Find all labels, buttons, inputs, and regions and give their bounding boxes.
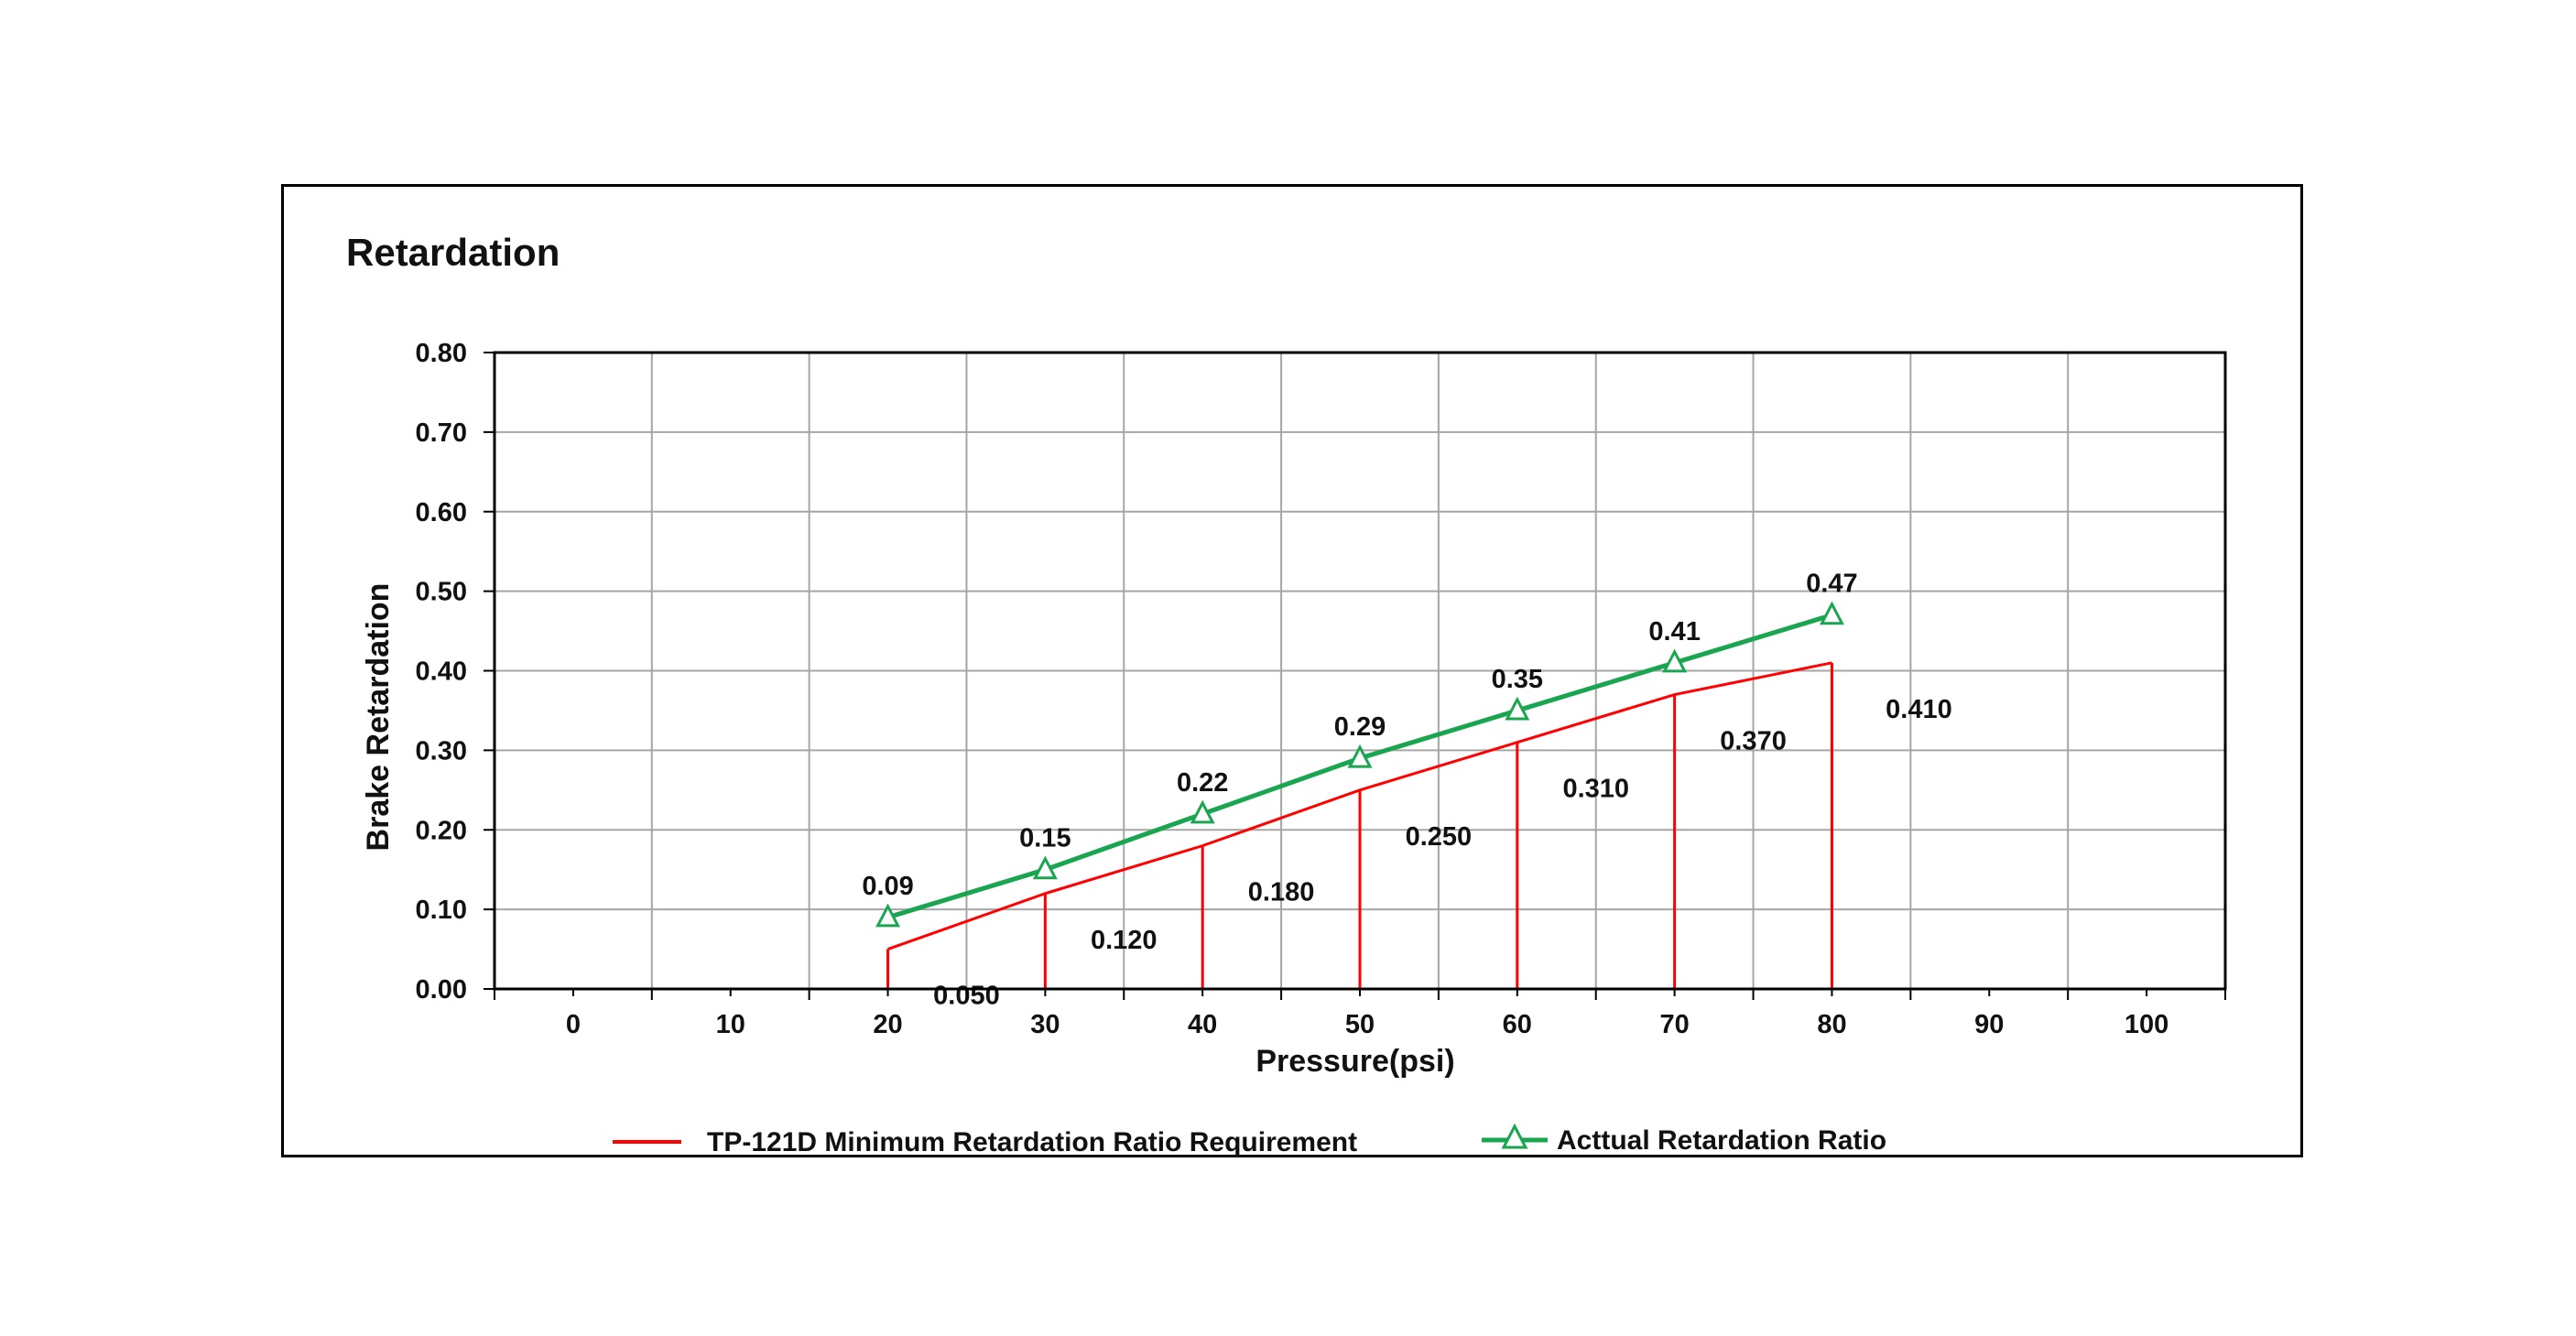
legend-label-actual: Acttual Retardation Ratio (1557, 1125, 1886, 1156)
x-tick-label: 60 (1503, 1010, 1532, 1039)
x-tick-label: 80 (1817, 1010, 1846, 1039)
requirement-data-label: 0.370 (1720, 727, 1787, 756)
actual-point (1819, 601, 1844, 625)
x-axis-label: Pressure(psi) (1255, 1044, 1454, 1079)
legend: TP-121D Minimum Retardation Ratio Requir… (613, 1123, 1886, 1157)
actual-point (1190, 799, 1215, 824)
y-tick-label: 0.10 (416, 896, 467, 925)
series-layer (875, 601, 1844, 991)
actual-point (875, 903, 901, 928)
requirement-data-label: 0.250 (1406, 822, 1473, 852)
actual-point (1662, 648, 1688, 673)
y-axis-label: Brake Retardation (361, 583, 396, 852)
requirement-data-label: 0.310 (1562, 775, 1629, 804)
x-tick-label: 50 (1345, 1010, 1375, 1039)
y-tick-label: 0.40 (416, 657, 467, 687)
grid-layer (495, 352, 2225, 989)
axis-layer: 0.00 0.10 0.20 0.30 0.40 0.50 0.60 0.70 0.80 0 10 2… (416, 339, 2227, 1039)
y-tick-label: 0.60 (416, 498, 467, 527)
x-tick-label: 100 (2125, 1010, 2168, 1039)
y-tick-label: 0.50 (416, 578, 467, 607)
y-tick-label: 0.70 (416, 418, 467, 448)
requirement-data-label: 0.410 (1886, 695, 1952, 724)
y-tick-label: 0.20 (416, 816, 467, 845)
x-tick-label: 20 (873, 1010, 902, 1039)
y-tick-label: 0.00 (416, 975, 467, 1005)
actual-data-label: 0.35 (1492, 665, 1543, 694)
x-tick-label: 30 (1030, 1010, 1060, 1039)
actual-data-label: 0.47 (1806, 570, 1857, 599)
legend-label-requirement: TP-121D Minimum Retardation Ratio Requir… (707, 1127, 1357, 1157)
x-tick-label: 0 (566, 1010, 581, 1039)
x-tick-label: 10 (716, 1010, 745, 1039)
y-tick-label: 0.80 (416, 339, 467, 368)
requirement-data-label: 0.120 (1091, 926, 1158, 955)
actual-point (1505, 696, 1530, 721)
actual-data-label: 0.09 (862, 872, 913, 901)
x-tick-label: 70 (1660, 1010, 1690, 1039)
chart-title: Retardation (346, 231, 560, 274)
actual-data-label: 0.22 (1177, 768, 1228, 798)
legend-marker-actual (1501, 1123, 1528, 1149)
actual-data-label: 0.29 (1334, 712, 1386, 742)
requirement-data-label: 0.180 (1248, 878, 1315, 907)
actual-data-label: 0.41 (1648, 617, 1700, 646)
x-tick-label: 40 (1188, 1010, 1217, 1039)
labels-layer: 0.0500.1200.1800.2500.3100.3700.4100.090… (862, 570, 1951, 1011)
x-tick-label: 90 (1974, 1010, 2004, 1039)
actual-point (1032, 855, 1058, 880)
actual-point (1347, 744, 1373, 768)
y-tick-label: 0.30 (416, 736, 467, 766)
actual-data-label: 0.15 (1019, 824, 1071, 853)
plot-area-border (493, 351, 2227, 991)
